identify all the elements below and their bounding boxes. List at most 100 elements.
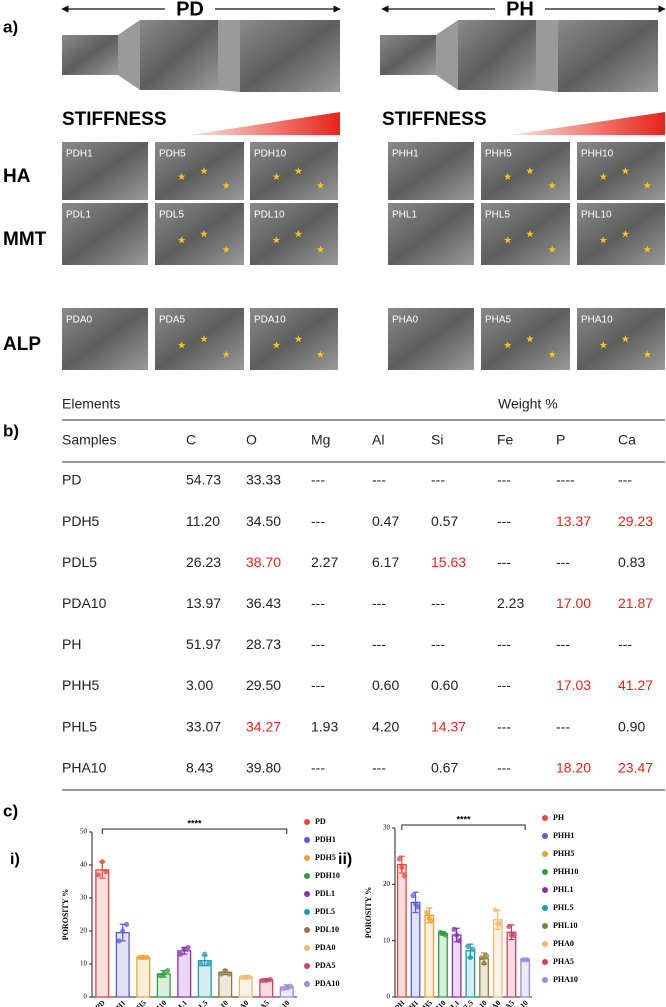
image-label: PHA10	[581, 315, 613, 326]
group-title: PH	[506, 0, 534, 20]
y-tick-label: 50	[80, 828, 88, 836]
star-marker	[200, 167, 208, 175]
legend-label: PH	[553, 813, 565, 822]
sem-image	[577, 142, 665, 200]
table-cell: 0.60	[372, 677, 399, 693]
bar	[95, 869, 110, 998]
table-cell: 17.00	[556, 595, 591, 611]
table-cell: 0.90	[618, 718, 645, 734]
x-tick-label: PDL1	[169, 998, 189, 1007]
star-marker	[177, 341, 186, 349]
legend-swatch	[542, 977, 548, 983]
data-point	[239, 974, 245, 980]
table-cell: 0.67	[431, 759, 458, 775]
legend-swatch	[304, 873, 310, 879]
significance-label: ****	[456, 814, 471, 824]
table-cell: ----	[556, 472, 575, 488]
data-point	[140, 954, 146, 961]
legend-label: PD	[315, 817, 326, 826]
star-marker	[526, 230, 534, 238]
legend-label: PDL1	[315, 889, 335, 898]
sem-image	[388, 308, 474, 370]
bar	[396, 863, 407, 998]
data-point	[226, 971, 232, 977]
x-tick-label: PDA0	[230, 998, 250, 1007]
table-cell: 15.63	[431, 554, 466, 570]
sem-image	[250, 142, 338, 200]
data-point	[144, 954, 150, 961]
data-point	[161, 971, 167, 977]
table-cell: 34.50	[246, 513, 281, 529]
data-point	[243, 974, 249, 980]
sem-image	[481, 203, 570, 265]
data-point	[164, 968, 171, 974]
sem-image	[458, 20, 536, 90]
sem-image	[388, 142, 474, 200]
sem-image	[380, 35, 436, 75]
legend-label: PDA5	[315, 961, 335, 970]
table-cell: ---	[372, 595, 386, 611]
table-cell: ---	[618, 636, 632, 652]
table-cell: PDH5	[62, 513, 100, 529]
significance-bracket	[101, 828, 288, 834]
y-tick-label: 10	[383, 936, 391, 944]
table-header: Samples	[62, 432, 116, 448]
stiffness-label: STIFFNESS	[62, 109, 167, 130]
x-tick-label: PHA0	[482, 998, 502, 1007]
data-point	[497, 921, 503, 927]
data-point	[177, 951, 184, 957]
caption: Elements	[62, 396, 120, 412]
star-marker	[621, 167, 630, 175]
table-cell: ---	[311, 759, 325, 775]
x-tick-label: PH	[393, 998, 407, 1007]
table-cell: 29.23	[618, 513, 653, 529]
legend-label: PDA10	[315, 979, 339, 988]
stiffness-gradient	[190, 112, 340, 135]
data-point	[481, 960, 487, 966]
data-point	[246, 974, 253, 980]
sem-image	[481, 308, 570, 370]
y-tick-label: 20	[80, 927, 88, 935]
y-axis-label: POROSITY %	[364, 887, 373, 939]
legend-swatch	[304, 855, 310, 861]
legend-swatch	[542, 815, 548, 821]
table-cell: 41.27	[618, 677, 653, 693]
star-marker	[503, 236, 512, 244]
data-point	[267, 976, 273, 983]
legend-swatch	[542, 959, 548, 965]
star-marker	[599, 341, 608, 349]
bar	[520, 959, 531, 998]
zoom-connector	[436, 20, 458, 90]
x-tick-label: PHH10	[424, 998, 447, 1007]
star-marker	[272, 236, 281, 244]
table-cell: PHH5	[62, 677, 100, 693]
legend-label: PHH10	[553, 867, 578, 876]
legend-label: PHH1	[553, 831, 574, 840]
data-point	[465, 943, 471, 949]
data-point	[218, 971, 225, 977]
panel-label: a)	[3, 17, 18, 36]
chart-title: ii)	[338, 851, 352, 868]
x-tick-label: PHA10	[507, 998, 530, 1007]
image-label: PHH10	[581, 149, 614, 160]
star-marker	[316, 245, 325, 253]
image-label: PDL5	[159, 210, 184, 221]
table-cell: ---	[431, 595, 445, 611]
table-header: O	[246, 432, 257, 448]
star-marker	[526, 167, 534, 175]
image-label: PDA10	[254, 315, 286, 326]
table-cell: ---	[311, 472, 325, 488]
zoom-connector	[218, 20, 240, 92]
caption: Weight %	[498, 396, 558, 412]
table-cell: PDA10	[62, 595, 107, 611]
table-header: Ca	[618, 432, 636, 448]
star-marker	[222, 245, 230, 253]
table-cell: ---	[497, 472, 511, 488]
image-label: PHA5	[485, 315, 512, 326]
legend-label: PHH5	[553, 849, 574, 858]
table-cell: ---	[311, 636, 325, 652]
star-marker	[177, 172, 186, 180]
table-cell: ---	[497, 636, 511, 652]
data-point	[424, 909, 430, 916]
